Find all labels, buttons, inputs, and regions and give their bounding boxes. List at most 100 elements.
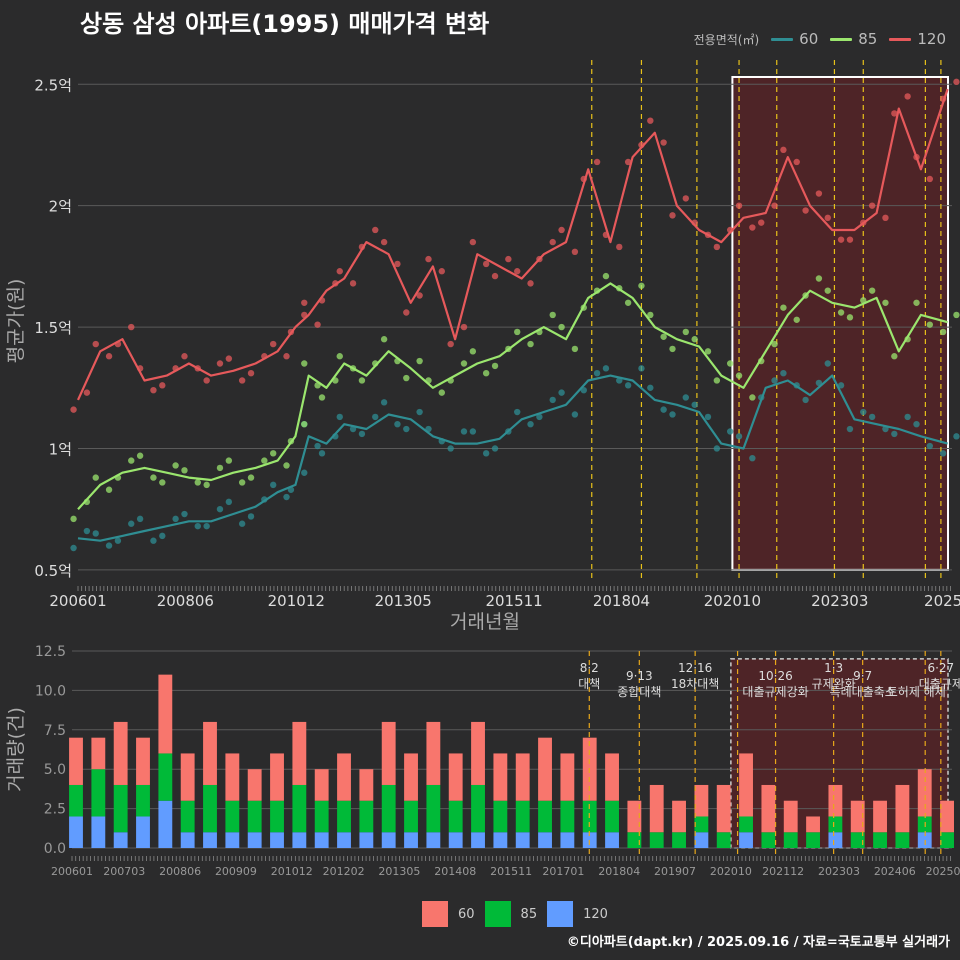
- price-point-120: [159, 382, 166, 389]
- price-x-tick-label: 202303: [811, 592, 868, 610]
- price-x-tick-label: 2025: [924, 592, 960, 610]
- price-point-120: [128, 323, 135, 331]
- price-point-120: [438, 268, 445, 275]
- price-point-60: [469, 428, 477, 435]
- price-y-tick-label: 1.5억: [34, 319, 72, 337]
- volume-bar-85: [180, 800, 195, 833]
- price-y-tick-label: 2.5억: [34, 76, 72, 94]
- price-point-60: [691, 401, 698, 408]
- volume-bar-85: [560, 800, 575, 833]
- price-point-60: [372, 413, 379, 421]
- volume-y-tick-label: 10.0: [35, 683, 66, 699]
- bar-legend: 60 85 120: [422, 901, 608, 927]
- volume-bar-60: [426, 721, 441, 785]
- volume-bar-60: [761, 784, 776, 833]
- price-point-120: [802, 207, 809, 214]
- volume-x-tick-label: 201012: [271, 865, 313, 878]
- policy-annotation-date: 9·13: [626, 669, 653, 683]
- volume-bar-60: [180, 753, 195, 801]
- volume-x-tick-label: 201408: [434, 865, 476, 878]
- volume-bar-60: [560, 753, 575, 801]
- volume-bar-85: [337, 800, 351, 833]
- price-x-tick-label: 200806: [157, 592, 214, 610]
- volume-y-tick-label: 5.0: [44, 762, 66, 778]
- price-point-60: [247, 513, 255, 520]
- price-point-85: [846, 314, 854, 321]
- price-point-120: [953, 78, 960, 86]
- price-point-60: [225, 498, 233, 506]
- volume-bar-85: [649, 832, 664, 848]
- volume-x-tick-label: 20250: [926, 865, 960, 878]
- price-point-85: [482, 370, 490, 377]
- policy-annotation-text: 종합대책: [617, 684, 661, 699]
- volume-bar-60: [828, 784, 843, 817]
- volume-y-tick-label: 2.5: [44, 802, 66, 818]
- price-point-85: [150, 474, 157, 481]
- volume-bar-85: [783, 832, 798, 848]
- price-point-85: [225, 457, 233, 464]
- volume-y-tick-label: 0.0: [44, 841, 66, 857]
- volume-bar-60: [538, 737, 552, 801]
- volume-x-tick-label: 202112: [762, 865, 804, 878]
- price-point-120: [846, 236, 854, 243]
- price-point-60: [904, 413, 911, 421]
- volume-bar-120: [337, 832, 351, 848]
- price-point-85: [749, 394, 756, 401]
- volume-bar-85: [136, 784, 150, 817]
- volume-bar-85: [940, 832, 954, 848]
- volume-x-tick-label: 200909: [215, 865, 257, 878]
- price-point-60: [682, 394, 690, 401]
- volume-bar-60: [627, 800, 642, 833]
- volume-x-tick-label: 202406: [874, 865, 916, 878]
- price-point-60: [83, 527, 91, 535]
- legend-swatch-85: [830, 37, 853, 41]
- legend-swatch-120: [889, 37, 912, 41]
- price-point-60: [780, 370, 787, 377]
- price-point-60: [602, 365, 610, 372]
- volume-bar-85: [627, 832, 642, 848]
- price-point-60: [380, 399, 388, 406]
- volume-bar-60: [493, 753, 508, 801]
- area-legend: 전용면적(㎡) 60 85 120: [694, 30, 952, 48]
- volume-bar-120: [69, 816, 83, 848]
- volume-bar-120: [694, 832, 709, 848]
- price-point-60: [416, 408, 423, 416]
- price-y-axis-title: 평균가(원): [5, 279, 27, 364]
- price-point-85: [891, 353, 898, 360]
- bar-legend-swatch-85: [484, 901, 511, 927]
- price-point-120: [616, 243, 623, 251]
- price-point-60: [891, 430, 898, 438]
- chart-title: 상동 삼성 아파트(1995) 매매가격 변화: [80, 10, 490, 38]
- bar-legend-swatch-60: [422, 901, 448, 927]
- price-point-85: [704, 348, 712, 355]
- price-point-120: [447, 340, 454, 348]
- policy-annotation-text: 대책: [578, 676, 600, 691]
- price-point-60: [491, 445, 499, 452]
- volume-bar-60: [783, 800, 798, 833]
- price-point-60: [593, 370, 601, 377]
- price-point-60: [283, 493, 290, 501]
- volume-bar-85: [270, 800, 284, 833]
- volume-bar-60: [850, 800, 865, 833]
- price-point-60: [846, 425, 854, 433]
- price-point-120: [203, 377, 210, 384]
- price-point-85: [726, 360, 734, 367]
- price-point-85: [181, 467, 188, 474]
- volume-bar-120: [113, 832, 128, 848]
- volume-bar-120: [828, 832, 843, 848]
- price-point-60: [558, 389, 565, 396]
- legend-label-60: 60: [799, 30, 819, 48]
- price-point-60: [181, 510, 188, 518]
- volume-bar-85: [158, 753, 173, 801]
- volume-bar-120: [560, 832, 575, 848]
- price-point-85: [70, 515, 77, 523]
- policy-annotation-date: 6·27: [927, 661, 954, 675]
- volume-bar-85: [426, 784, 441, 833]
- volume-bar-85: [694, 816, 709, 833]
- price-point-60: [868, 413, 876, 421]
- volume-x-tick-label: 202303: [818, 865, 860, 878]
- price-point-60: [403, 425, 410, 433]
- price-y-tick-label: 0.5억: [34, 562, 72, 580]
- price-line-120: [76, 88, 949, 401]
- price-point-60: [704, 413, 712, 421]
